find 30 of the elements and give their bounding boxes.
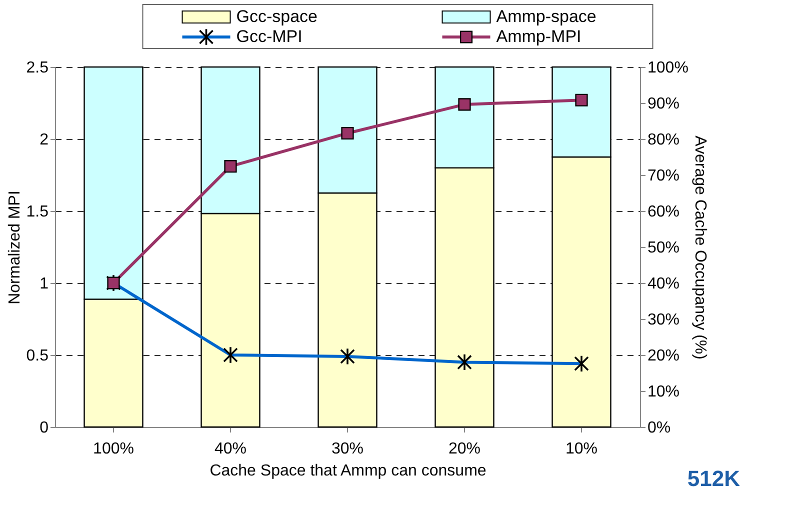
legend-label: Gcc-space [236,7,318,26]
y-tick-label: 0.5 [26,348,49,364]
y-tick-label: 2.5 [26,60,49,76]
y2-tick-label: 50% [648,240,680,256]
y-tick-label: 1.5 [26,204,49,220]
legend-label: Gcc-MPI [236,27,302,46]
y-tick-label: 0 [40,420,49,436]
x-tick-label: 30% [331,440,364,458]
y-tick-label: 1 [40,276,49,292]
x-tick-label: 20% [448,440,481,458]
y2-tick-label: 20% [648,348,680,364]
y2-tick-label: 60% [648,204,680,220]
x-tick-label: 10% [565,440,598,458]
y2-tick-label: 80% [648,132,680,148]
y2-axis-title: Average Cache Occupancy (%) [691,136,708,360]
legend-label: Ammp-MPI [496,27,582,46]
text: 512K [687,466,740,491]
y2-tick-label: 30% [648,312,680,328]
x-axis-title: Cache Space that Ammp can consume [210,462,486,480]
x-tick-label: 100% [93,440,134,458]
y2-tick-label: 0% [648,420,671,436]
y2-tick-label: 40% [648,276,680,292]
y2-tick-label: 10% [648,384,680,400]
y2-tick-label: 90% [648,96,680,112]
y-tick-label: 2 [40,132,49,148]
x-tick-label: 40% [214,440,247,458]
y2-tick-label: 100% [648,60,688,76]
legend-label: Ammp-space [496,7,596,26]
y2-tick-label: 70% [648,168,680,184]
y-axis-title: Normalized MPI [6,190,24,304]
